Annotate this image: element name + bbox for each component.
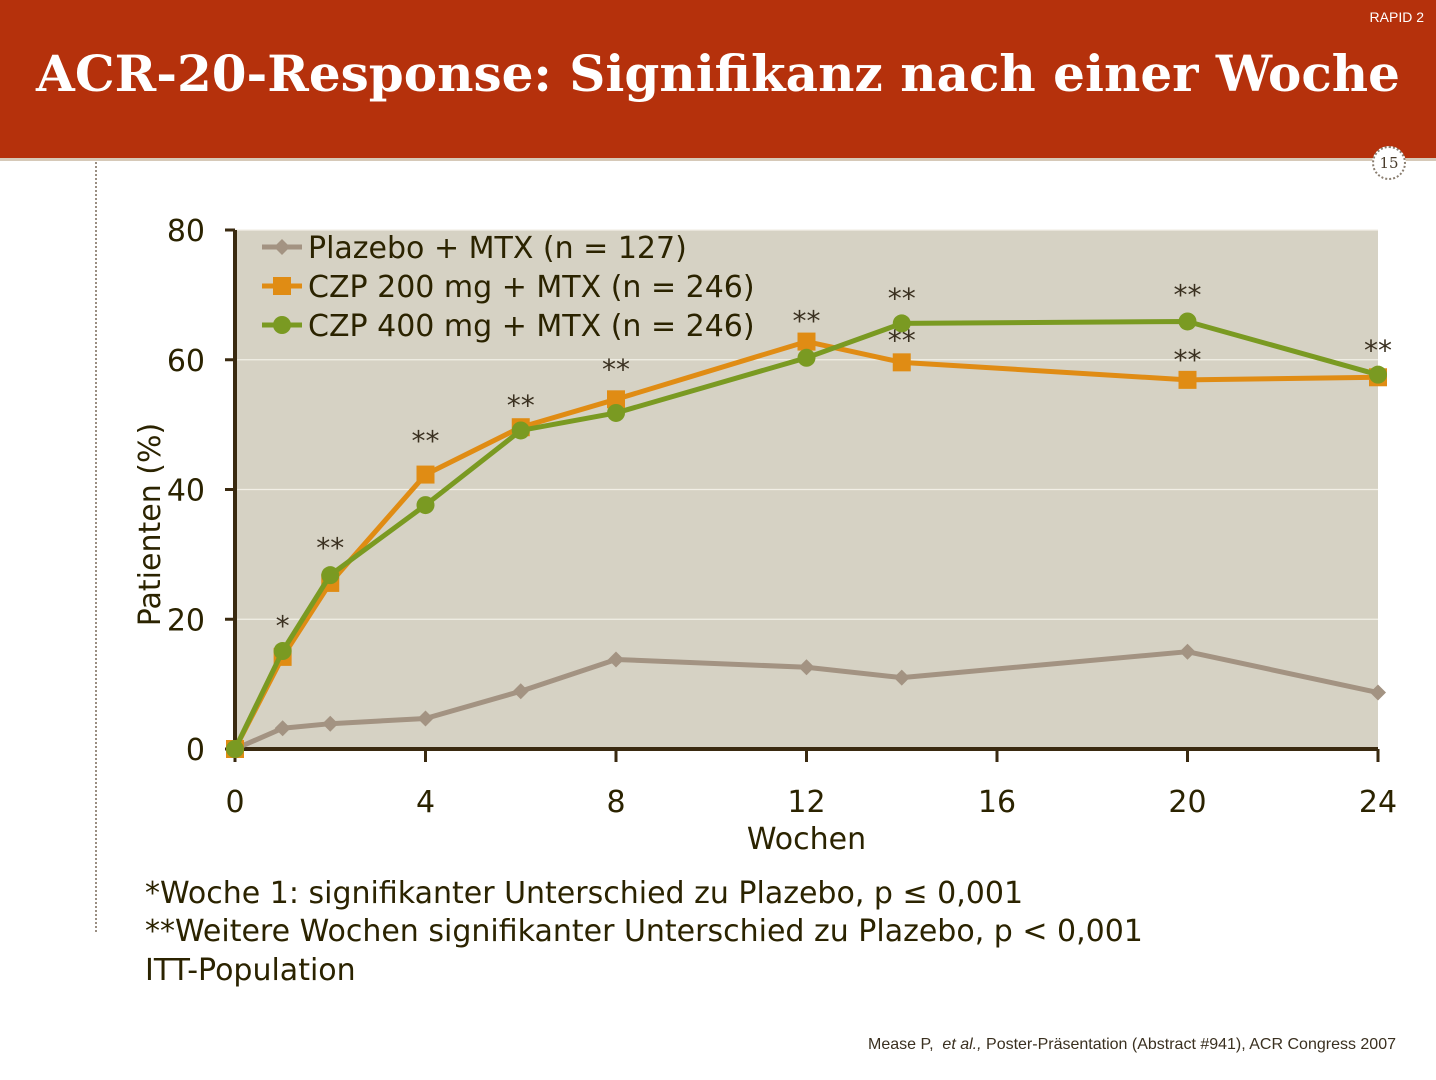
series-line-2 [232,339,1379,751]
series-line-1 [234,649,1379,752]
x-tick-label: 0 [225,785,244,820]
y-tick-label: 20 [167,603,205,638]
data-point-series-3 [797,348,816,367]
data-point-series-1 [274,720,291,737]
data-point-series-2 [1178,370,1197,389]
data-point-series-3 [1369,365,1387,384]
footnote-week1: *Woche 1: signifikanter Unterschied zu P… [145,876,1024,911]
data-point-series-2 [797,332,816,351]
y-tick-label: 40 [167,474,205,509]
x-tick-label: 12 [787,785,825,820]
significance-marker: ** [1364,334,1392,367]
data-point-series-1 [1179,643,1196,660]
legend-label-2: CZP 200 mg + MTX (n = 246) [308,270,755,305]
data-point-series-1 [417,710,434,727]
significance-marker: ** [1174,343,1202,376]
legend-marker-2 [273,277,291,295]
data-point-series-2 [416,465,435,484]
data-point-series-3 [416,496,435,515]
study-tag: RAPID 2 [1369,9,1424,25]
x-tick-label: 16 [978,785,1016,820]
data-point-series-3 [511,421,530,440]
citation-source: Poster-Präsentation (Abstract #941), ACR… [986,1036,1396,1053]
significance-marker: ** [888,324,916,357]
data-point-series-1 [798,659,815,676]
significance-marker: ** [888,282,916,315]
data-point-series-1 [893,669,910,686]
legend-label-1: Plazebo + MTX (n = 127) [308,231,687,266]
x-tick-label: 20 [1168,785,1206,820]
left-divider [95,162,97,932]
footnote-itt: ITT-Population [145,953,356,988]
data-point-series-3 [226,740,244,758]
x-axis-title: Wochen [747,822,866,857]
significance-marker: ** [793,305,821,338]
series-line-3 [232,318,1379,751]
y-tick-label: 0 [186,733,205,768]
significance-marker: ** [602,353,630,386]
citation-etal: et al., [942,1036,982,1053]
y-tick-label: 80 [167,214,205,249]
data-point-series-1 [1370,684,1386,701]
data-point-series-3 [273,642,292,661]
significance-marker: ** [1174,279,1202,312]
data-point-series-2 [892,353,911,372]
citation: Mease P, et al., Poster-Präsentation (Ab… [868,1036,1396,1054]
significance-marker: ** [507,389,535,422]
y-tick-label: 60 [167,344,205,379]
significance-marker: ** [316,532,344,565]
title-bar: RAPID 2 ACR-20-Response: Signifikanz nac… [0,0,1436,161]
x-tick-label: 4 [416,785,435,820]
data-point-series-3 [607,403,625,422]
x-tick-label: 8 [606,785,625,820]
data-point-series-1 [512,683,529,700]
significance-marker: * [276,609,290,642]
data-point-series-3 [892,314,911,333]
data-point-series-1 [322,715,339,732]
legend-label-3: CZP 400 mg + MTX (n = 246) [308,309,755,344]
footnote-further-weeks: **Weitere Wochen signifikanter Unterschi… [145,914,1143,949]
significance-marker: ** [412,425,440,458]
x-tick-label: 24 [1359,785,1397,820]
page-number-badge: 15 [1372,146,1406,180]
slide-title: ACR-20-Response: Signifikanz nach einer … [36,44,1400,103]
data-point-series-2 [607,390,625,409]
citation-author: Mease P, [868,1036,934,1053]
y-axis-title: Patienten (%) [133,423,168,626]
data-point-series-1 [608,651,624,668]
legend-marker-1 [274,239,290,255]
data-point-series-3 [321,566,340,585]
data-point-series-3 [1178,312,1197,331]
legend-marker-3 [273,316,291,334]
